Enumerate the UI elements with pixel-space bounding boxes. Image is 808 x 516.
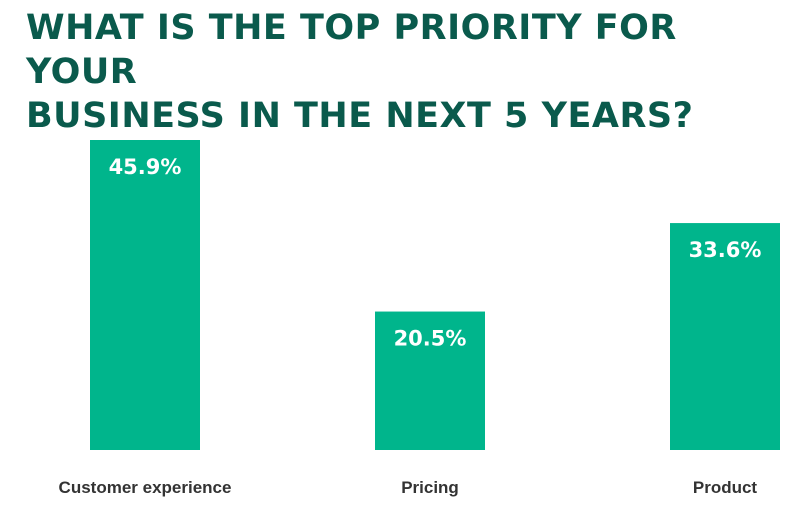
bar-customer-experience [90, 140, 200, 450]
category-label: Pricing [401, 478, 459, 497]
bars-group [90, 140, 780, 450]
bar-product [670, 223, 780, 450]
chart-title-line-1: WHAT IS THE TOP PRIORITY FOR YOUR [26, 8, 677, 92]
value-labels-group: 45.9% 20.5% 33.6% [109, 155, 762, 351]
category-label: Product [693, 478, 758, 497]
bar-pricing [375, 311, 485, 450]
data-label: 20.5% [394, 327, 467, 351]
chart-title: WHAT IS THE TOP PRIORITY FOR YOUR BUSINE… [26, 6, 786, 138]
category-label: Customer experience [59, 478, 232, 497]
chart-title-line-2: BUSINESS IN THE NEXT 5 YEARS? [26, 96, 694, 136]
data-label: 45.9% [109, 155, 182, 179]
category-labels-group: Customer experience Pricing Product [59, 478, 758, 497]
data-label: 33.6% [689, 238, 762, 262]
